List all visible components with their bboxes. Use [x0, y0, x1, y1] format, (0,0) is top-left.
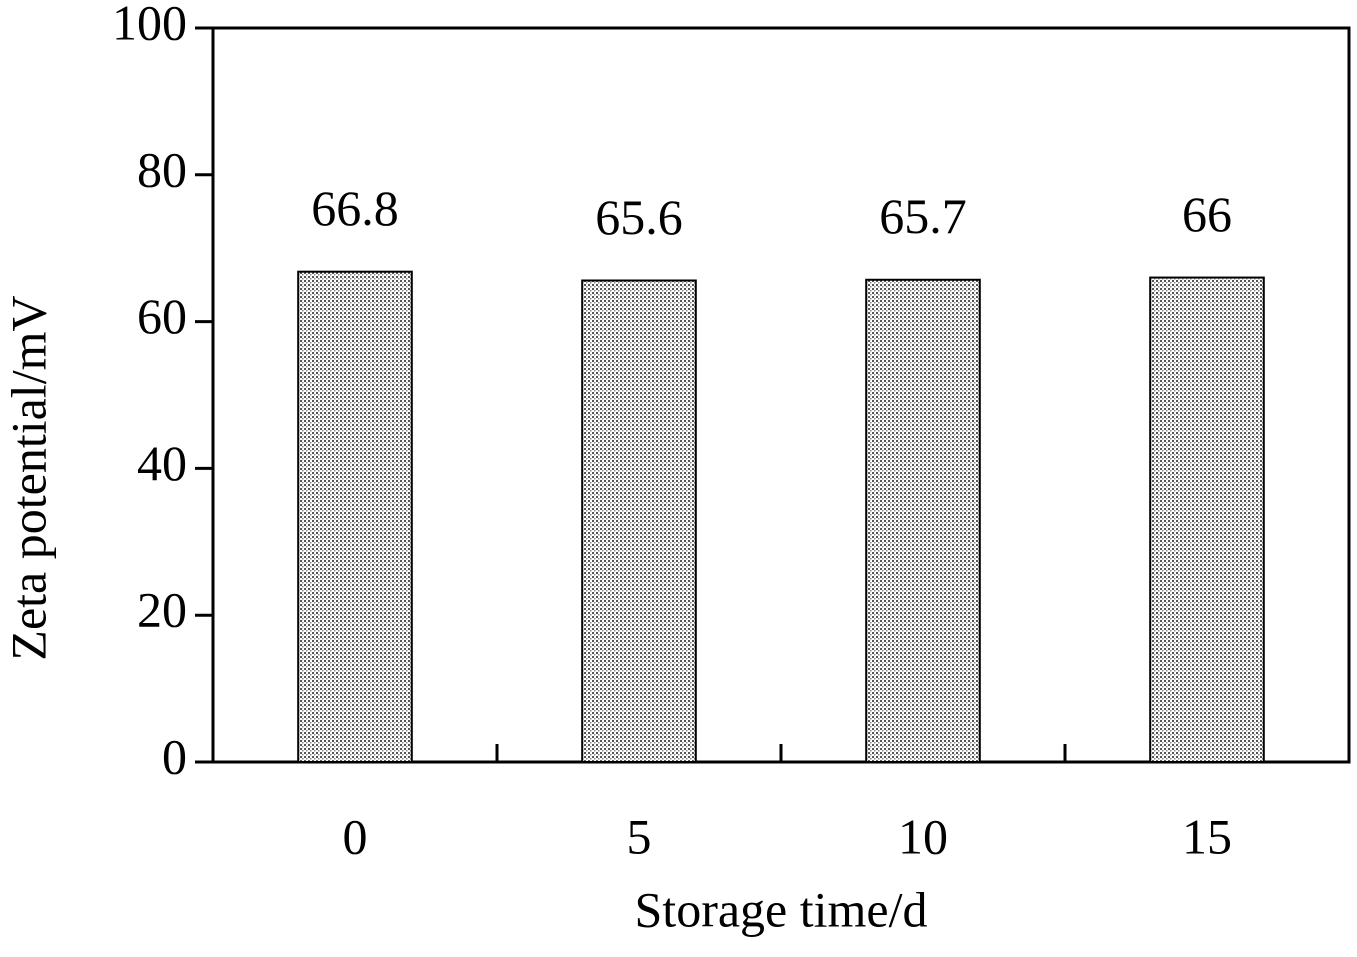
y-tick-label: 0 [162, 728, 187, 784]
value-label: 66.8 [311, 180, 399, 236]
y-tick-label: 80 [137, 141, 187, 197]
y-tick-label: 20 [137, 582, 187, 638]
y-tick-label: 100 [112, 0, 187, 50]
x-axis-label: Storage time/d [635, 881, 928, 937]
bar [865, 278, 981, 763]
value-label: 66 [1182, 186, 1232, 242]
x-tick-label: 0 [343, 808, 368, 864]
x-tick-label: 15 [1182, 808, 1232, 864]
bar [581, 279, 697, 763]
bar [1149, 276, 1265, 763]
y-tick-label: 60 [137, 288, 187, 344]
x-tick-label: 10 [898, 808, 948, 864]
y-tick-label: 40 [137, 435, 187, 491]
value-label: 65.7 [879, 188, 967, 244]
value-label: 65.6 [595, 189, 683, 245]
x-tick-label: 5 [627, 808, 652, 864]
bar [297, 270, 413, 763]
y-axis-label: Zeta potential/mV [0, 295, 56, 660]
